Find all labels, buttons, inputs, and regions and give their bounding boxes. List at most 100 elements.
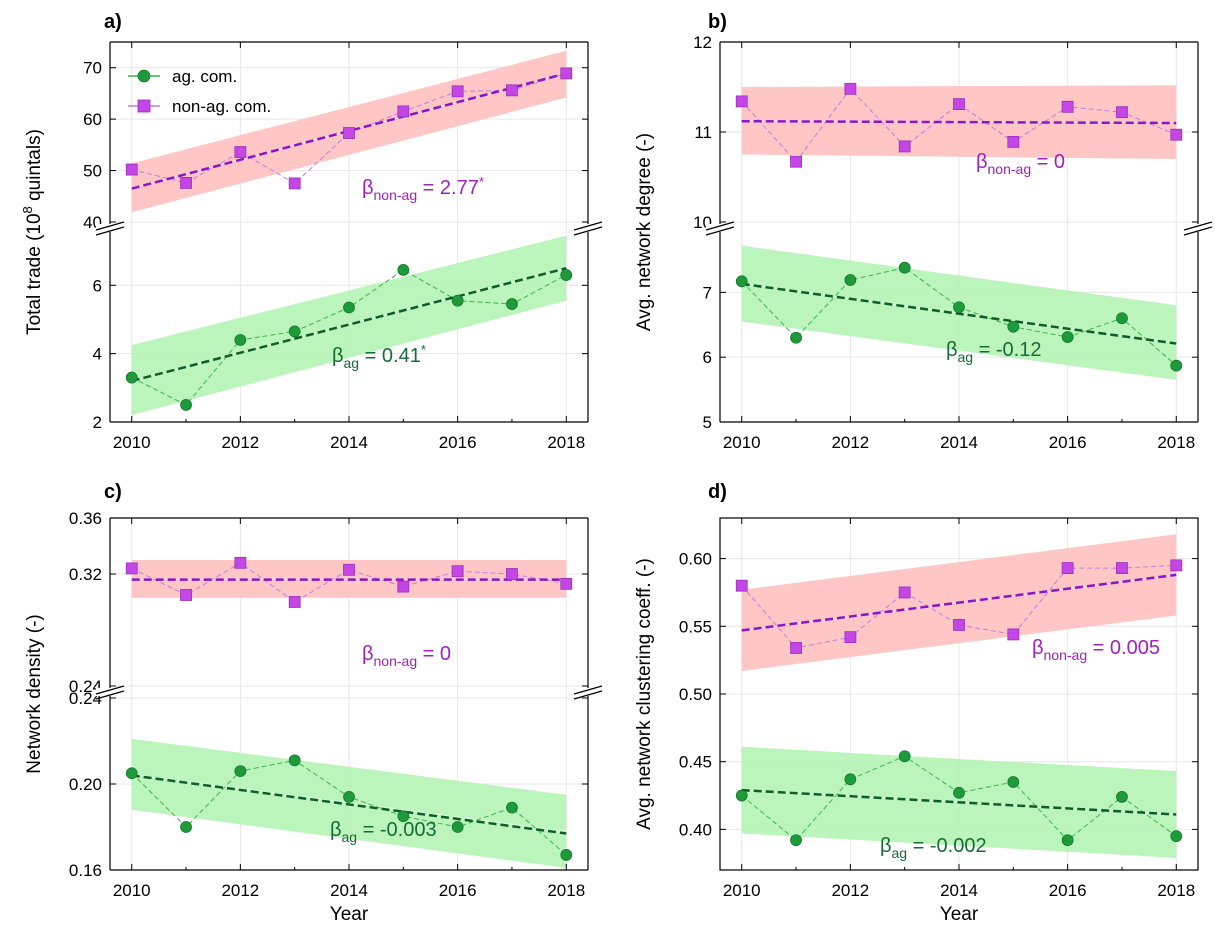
nonag-point — [234, 146, 247, 158]
nonag-series-line — [131, 72, 567, 185]
ag-point — [506, 298, 518, 310]
nonag-point — [790, 642, 802, 654]
ag-point — [1116, 312, 1128, 325]
ag-fit-line — [131, 266, 567, 383]
nonag-point — [844, 631, 857, 644]
nonag-point — [288, 596, 301, 608]
ag-point — [790, 331, 802, 344]
ag-point — [953, 786, 965, 799]
nonag-point — [125, 163, 138, 176]
beta-label: βnon-ag = 0 — [362, 643, 451, 669]
ag-point — [1007, 320, 1020, 333]
axis-break-mark — [1183, 226, 1213, 236]
ag-point — [1116, 790, 1128, 803]
ag-confidence-band — [131, 235, 567, 416]
nonag-point — [1007, 135, 1020, 148]
y-tick-label: 0.32 — [69, 565, 102, 584]
nonag-point — [234, 556, 247, 569]
x-tick-label: 2016 — [439, 433, 477, 452]
y-tick-label: 5 — [703, 413, 712, 432]
x-tick-label: 2016 — [1049, 881, 1087, 900]
ag-point — [953, 301, 965, 314]
axis-break-mark — [573, 221, 603, 231]
nonag-point — [125, 562, 138, 575]
ag-fit-line — [131, 774, 567, 835]
y-tick-label: 0.20 — [69, 775, 102, 794]
axis-break-gap — [96, 688, 124, 696]
ag-point — [790, 834, 802, 847]
nonag-point — [506, 568, 518, 580]
panel-c: 0.24 0.32 0.36 0.16 0.20 0.24 βnon-ag = 0 βag =… — [24, 481, 603, 925]
nonag-point — [735, 579, 748, 592]
y-tick-label: 0.24 — [69, 689, 102, 708]
nonag-point — [1116, 106, 1128, 119]
y-tick-label: 60 — [83, 110, 102, 129]
ag-point — [180, 399, 192, 411]
legend: ag. com. non-ag. com. — [128, 67, 271, 116]
x-tick-label: 2016 — [439, 881, 477, 900]
x-tick-label: 2014 — [940, 881, 978, 900]
legend-nonag-marker — [137, 99, 151, 113]
nonag-point — [288, 177, 301, 190]
x-tick-label: 2012 — [831, 881, 869, 900]
ag-point — [180, 821, 192, 833]
nonag-series-line — [741, 564, 1177, 649]
y-tick-label: 0.40 — [679, 820, 712, 839]
nonag-fit-line — [741, 573, 1177, 632]
axis-break-mark — [95, 221, 125, 231]
y-axis-title: Avg. network clustering coeff. (-) — [634, 558, 655, 830]
y-tick-label: 0.60 — [679, 550, 712, 569]
x-tick-label: 2010 — [113, 881, 151, 900]
ag-point — [506, 801, 518, 814]
x-tick-label: 2012 — [831, 433, 869, 452]
x-tick-label: 2012 — [221, 881, 259, 900]
nonag-point — [953, 98, 965, 110]
axis-break-mark — [573, 690, 603, 700]
x-tick-label: 2010 — [113, 433, 151, 452]
beta-label: βag = -0.002 — [880, 835, 987, 861]
x-axis-title: Year — [330, 904, 369, 925]
nonag-point — [560, 67, 573, 80]
y-tick-label: 6 — [93, 276, 102, 295]
ag-point — [844, 274, 857, 286]
nonag-point — [180, 589, 192, 601]
axis-break-gap — [1184, 224, 1212, 232]
nonag-point — [1116, 562, 1128, 574]
y-axis-title: Avg. network degree (-) — [634, 133, 655, 331]
x-tick-label: 2010 — [723, 881, 761, 900]
panel-letter: b) — [708, 11, 727, 33]
nonag-point — [898, 140, 911, 153]
ag-point — [234, 765, 247, 777]
y-tick-label: 6 — [703, 348, 712, 367]
ag-point — [397, 263, 410, 276]
nonag-point — [180, 177, 192, 189]
x-tick-label: 2012 — [221, 433, 259, 452]
axis-break-gap — [706, 224, 734, 232]
nonag-point — [1061, 100, 1074, 113]
ag-point — [288, 754, 301, 767]
ag-point — [451, 821, 464, 833]
axis-break-mark — [573, 685, 603, 695]
y-tick-label: 0.50 — [679, 685, 712, 704]
ag-point — [1007, 776, 1020, 788]
ag-point — [1061, 834, 1074, 847]
x-tick-label: 2010 — [723, 433, 761, 452]
beta-label: βag = 0.41* — [332, 342, 426, 371]
y-axis-title: Total trade (108 quintals) — [20, 129, 45, 335]
axis-break-gap — [96, 224, 124, 232]
beta-label: βag = -0.12 — [946, 339, 1041, 365]
x-tick-label: 2018 — [547, 881, 585, 900]
ag-fit-line — [741, 788, 1177, 816]
y-tick-label: 50 — [83, 162, 102, 181]
beta-label: βnon-ag = 2.77* — [362, 174, 484, 203]
x-tick-label: 2018 — [1157, 433, 1195, 452]
y-tick-label: 4 — [93, 345, 102, 364]
y-tick-label: 0.36 — [69, 509, 102, 528]
ag-point — [451, 294, 464, 307]
nonag-point — [451, 85, 464, 98]
axis-break-mark — [573, 226, 603, 236]
nonag-point — [506, 84, 518, 97]
nonag-point — [898, 586, 911, 599]
x-tick-label: 2014 — [940, 433, 978, 452]
